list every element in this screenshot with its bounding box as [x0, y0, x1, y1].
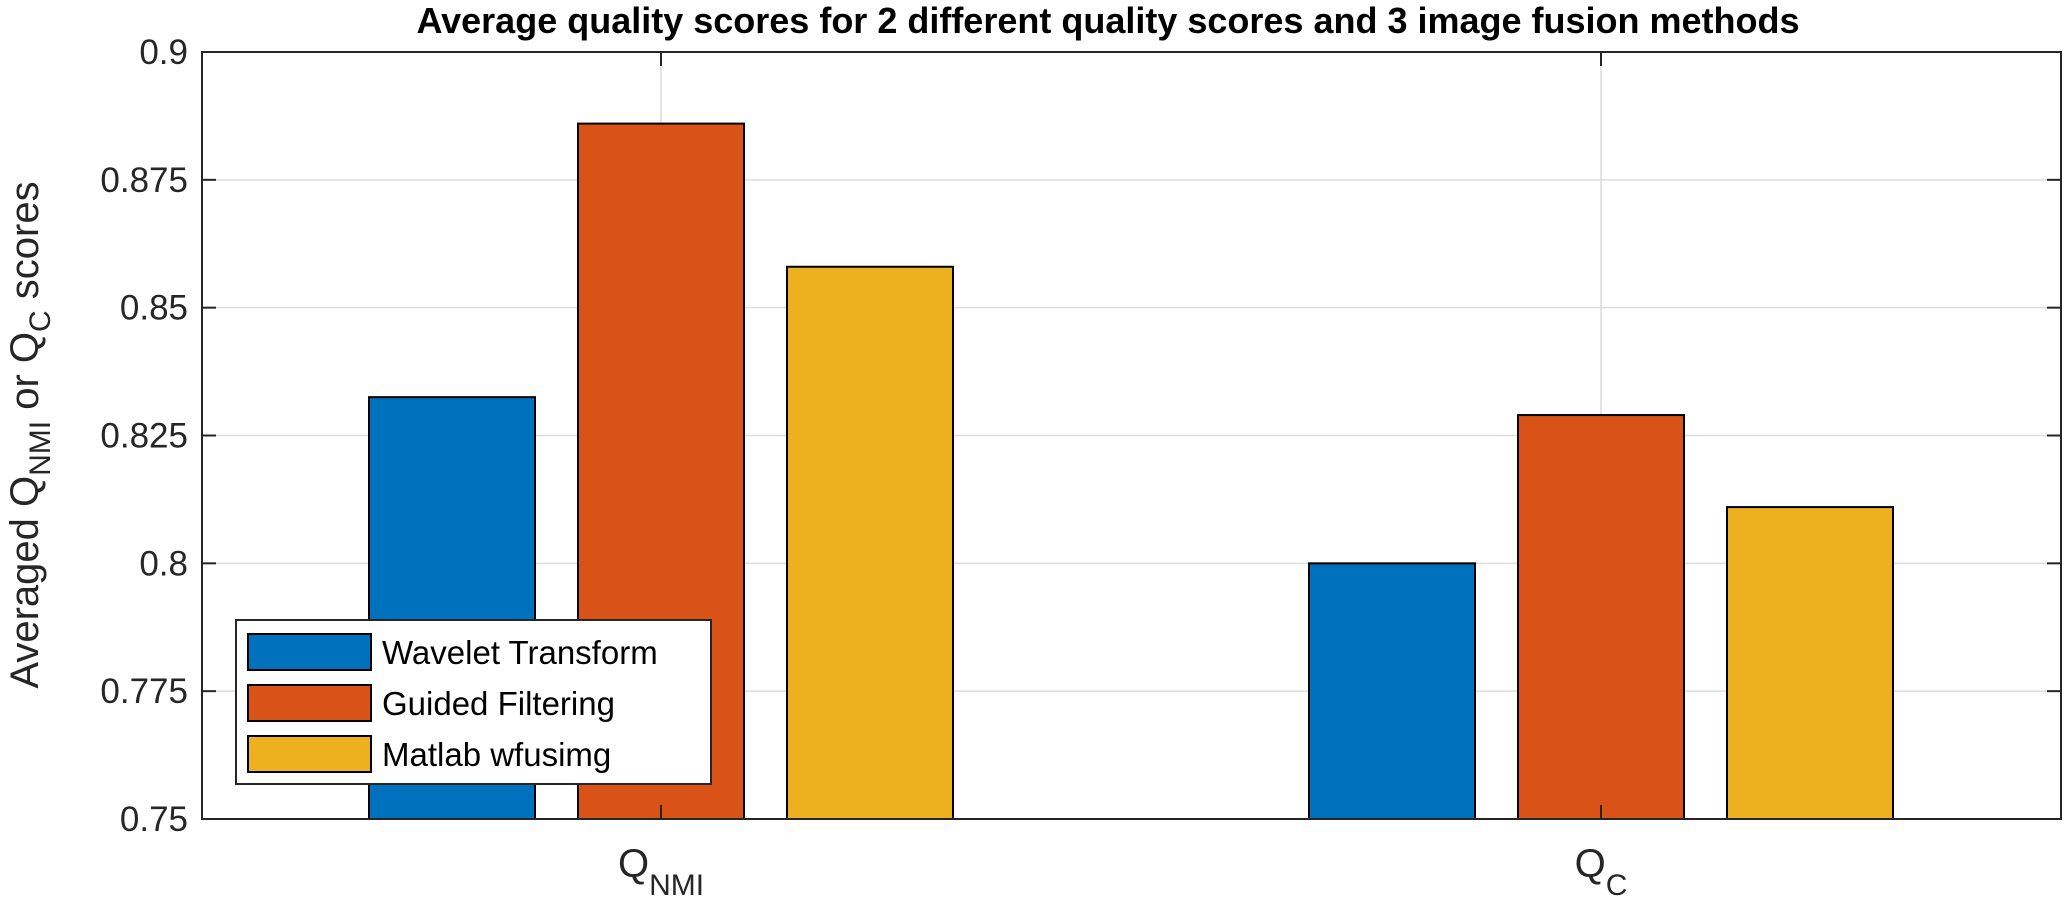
legend-label: Guided Filtering	[382, 685, 615, 722]
x-tick-label-sub: NMI	[649, 869, 704, 902]
legend-swatch	[247, 735, 372, 773]
y-tick-label: 0.9	[139, 33, 188, 72]
legend-label: Wavelet Transform	[382, 634, 658, 671]
y-axis-label-part-3: scores	[3, 181, 47, 310]
y-tick-label: 0.85	[120, 289, 188, 328]
y-tick-label: 0.775	[100, 672, 188, 711]
legend-swatch	[247, 684, 372, 722]
bar-matlab-wfusimg-1	[786, 265, 954, 820]
bar-wavelet-transform-2	[1308, 562, 1476, 820]
legend-swatch	[247, 633, 372, 671]
bar-matlab-wfusimg-2	[1726, 506, 1894, 820]
x-tick-label-base: Q	[618, 842, 649, 886]
bars	[368, 122, 1894, 820]
y-axis-label-sub-1: NMI	[24, 421, 57, 476]
chart-title: Average quality scores for 2 different q…	[416, 0, 1799, 41]
legend-label: Matlab wfusimg	[382, 736, 611, 773]
x-tick-label: QC	[1575, 842, 1628, 902]
y-axis-label-part-2: or Q	[3, 332, 47, 421]
x-tick-label-base: Q	[1575, 842, 1606, 886]
y-tick-label: 0.825	[100, 417, 188, 456]
bar-guided-filtering-2	[1517, 414, 1685, 820]
y-tick-label: 0.875	[100, 161, 188, 200]
legend: Wavelet Transform Guided Filtering Matlab …	[235, 619, 712, 785]
x-tick-label: QNMI	[618, 842, 704, 902]
y-tick-label: 0.8	[139, 544, 188, 583]
y-axis-label-part-1: Averaged Q	[3, 476, 47, 689]
y-tick-label: 0.75	[120, 800, 188, 839]
x-tick-label-sub: C	[1606, 869, 1628, 902]
y-axis-label: Averaged QNMI or QC scores	[3, 181, 57, 688]
y-axis-label-sub-2: C	[24, 310, 57, 332]
